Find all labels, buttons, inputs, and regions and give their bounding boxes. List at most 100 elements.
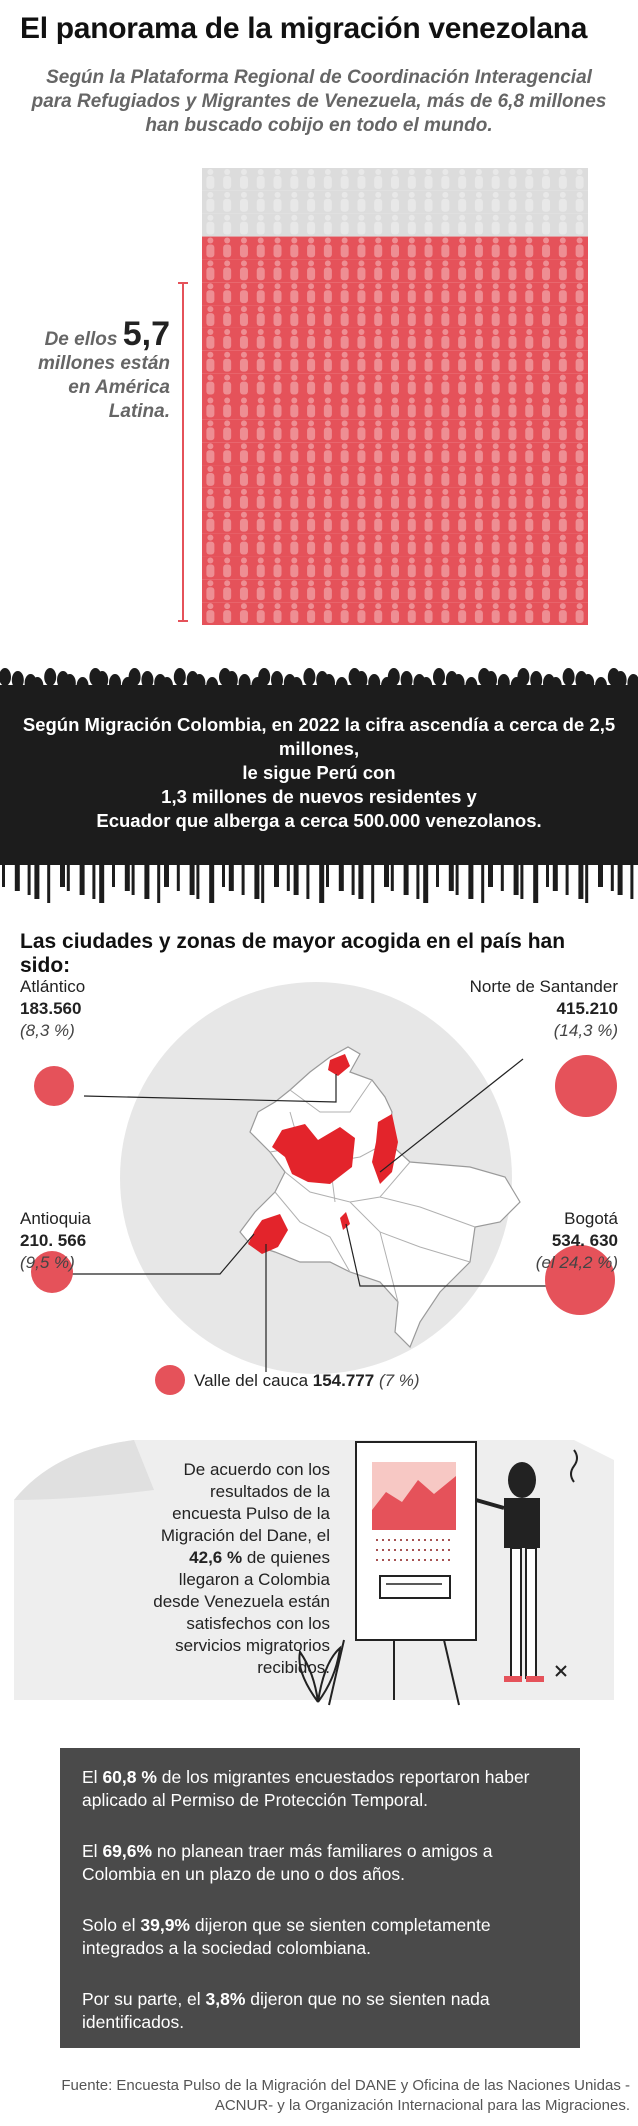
person-head	[392, 488, 398, 495]
crowd-leg	[326, 863, 329, 887]
person-body	[558, 221, 567, 235]
person-head	[576, 328, 583, 335]
person-head	[291, 283, 298, 290]
person-head	[559, 306, 566, 313]
person-body	[239, 198, 248, 212]
person-head	[543, 603, 550, 610]
person-head	[207, 534, 214, 541]
person-body	[357, 313, 366, 326]
person-head	[543, 328, 550, 335]
person-body	[290, 564, 299, 578]
city-name: Valle del cauca	[194, 1371, 313, 1390]
person-head	[408, 169, 415, 175]
person-head	[240, 260, 247, 267]
person-body	[374, 473, 383, 486]
person-head	[475, 328, 482, 335]
person-head	[240, 237, 247, 244]
person-body	[424, 358, 433, 372]
person-body	[458, 450, 467, 464]
person-head	[526, 557, 533, 564]
person-body	[458, 244, 467, 258]
person-head	[375, 557, 382, 564]
person-head	[358, 191, 365, 198]
person-head	[509, 603, 516, 610]
person-body	[508, 427, 517, 441]
person-head	[425, 443, 432, 450]
pictograph-row	[202, 190, 588, 214]
person-head	[224, 328, 231, 335]
person-head	[207, 260, 214, 267]
person-head	[324, 260, 331, 267]
person-body	[273, 221, 282, 235]
person-body	[407, 541, 416, 555]
person-body	[273, 381, 282, 395]
crowd-leg	[196, 863, 200, 899]
person-head	[257, 603, 264, 610]
person-body	[558, 176, 567, 189]
person-body	[223, 495, 232, 509]
person-head	[492, 351, 499, 358]
person-body	[558, 335, 567, 349]
person-body	[223, 473, 232, 486]
person-head	[543, 306, 550, 313]
person-body	[239, 176, 248, 189]
person-body	[458, 541, 467, 555]
person-body	[542, 290, 551, 304]
person-head	[240, 534, 247, 541]
crowd-leg	[209, 863, 215, 903]
person-head	[375, 488, 382, 495]
person-body	[223, 587, 232, 601]
person-body	[424, 244, 433, 258]
person-head	[358, 488, 365, 495]
person-body	[223, 176, 232, 189]
person-body	[542, 381, 551, 395]
person-body	[407, 244, 416, 258]
stat-item: Solo el 39,9% dijeron que se sienten com…	[82, 1914, 562, 1960]
person-body	[525, 564, 534, 578]
person-head	[308, 397, 315, 404]
person-body	[307, 176, 316, 189]
person-head	[291, 534, 298, 541]
person-body	[273, 610, 282, 623]
person-head	[425, 260, 432, 267]
person-body	[206, 427, 215, 441]
person-body	[256, 587, 265, 601]
crowd-leg	[293, 863, 299, 895]
person-head	[224, 191, 231, 198]
person-body	[474, 450, 483, 464]
person-body	[424, 313, 433, 326]
person-body	[491, 221, 500, 235]
person-body	[223, 427, 232, 441]
person-body	[239, 541, 248, 555]
person-body	[491, 358, 500, 372]
person-head	[291, 306, 298, 313]
atlantico-shape	[328, 1054, 350, 1076]
person-body	[474, 244, 483, 258]
person-head	[576, 283, 583, 290]
person-head	[341, 443, 348, 450]
person-body	[323, 358, 332, 372]
person-body	[391, 313, 399, 326]
person-body	[391, 427, 399, 441]
person-head	[274, 580, 281, 587]
person-body	[474, 176, 483, 189]
person-body	[340, 427, 349, 441]
person-head	[459, 328, 466, 335]
person-body	[256, 176, 265, 189]
person-body	[542, 267, 551, 281]
person-body	[340, 221, 349, 235]
person-head	[324, 603, 331, 610]
person-head	[240, 603, 247, 610]
person-head	[408, 443, 415, 450]
person-head	[559, 443, 566, 450]
person-body	[391, 404, 399, 418]
person-body	[508, 610, 517, 623]
stat-pre: El	[82, 1841, 103, 1861]
person-head	[526, 488, 533, 495]
person-body	[474, 198, 483, 212]
person-body	[307, 450, 316, 464]
person-body	[357, 564, 366, 578]
person-head	[509, 511, 516, 518]
valle-bubble	[155, 1365, 185, 1395]
person-head	[308, 283, 315, 290]
